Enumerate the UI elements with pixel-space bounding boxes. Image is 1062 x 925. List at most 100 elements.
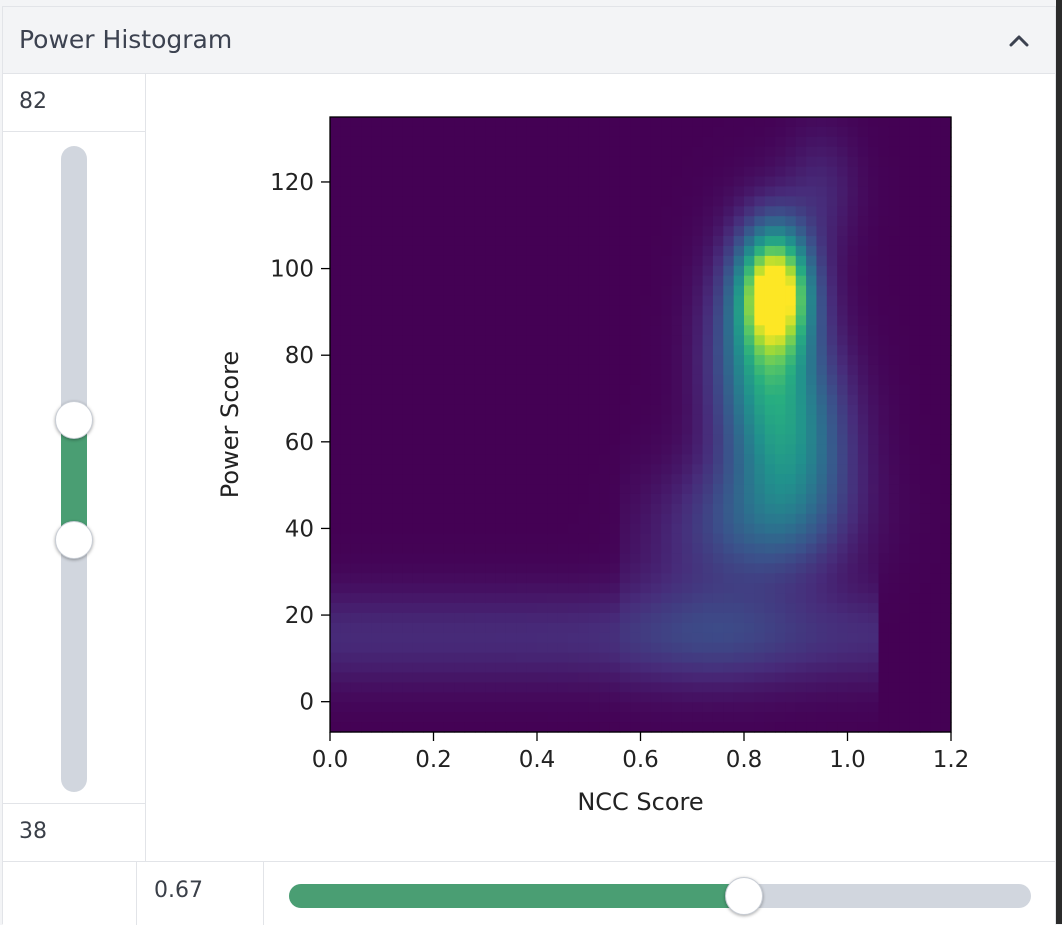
heatmap-cell [371, 682, 383, 693]
heatmap-cell [495, 513, 507, 525]
heatmap-cell [443, 295, 455, 307]
heatmap-cell [661, 295, 673, 307]
heatmap-cell [754, 593, 766, 604]
heatmap-cell [888, 345, 900, 356]
heatmap-cell [723, 255, 735, 267]
heatmap-cell [764, 166, 776, 178]
heatmap-cell [940, 474, 952, 485]
heatmap-cell [350, 414, 362, 426]
heatmap-cell [650, 305, 662, 316]
ncc-threshold-handle[interactable] [725, 877, 763, 915]
heatmap-cell [650, 424, 662, 436]
heatmap-cell [392, 146, 404, 158]
heatmap-cell [495, 176, 507, 188]
heatmap-cell [381, 335, 393, 346]
heatmap-cell [547, 404, 559, 416]
heatmap-cell [754, 722, 766, 733]
heatmap-cell [888, 563, 900, 574]
power-range-lower-handle[interactable] [55, 521, 93, 559]
heatmap-cell [371, 563, 383, 574]
heatmap-cell [433, 632, 445, 644]
heatmap-cell [402, 146, 414, 158]
heatmap-cell [599, 424, 611, 436]
heatmap-cell [630, 245, 642, 257]
heatmap-cell [868, 126, 880, 138]
heatmap-cell [671, 236, 683, 247]
heatmap-cell [454, 186, 466, 197]
heatmap-cell [495, 335, 507, 346]
heatmap-cell [744, 484, 755, 495]
heatmap-cell [650, 444, 662, 455]
heatmap-cell [361, 414, 372, 426]
heatmap-cell [371, 612, 383, 624]
heatmap-cell [609, 136, 621, 148]
heatmap-cell [516, 434, 528, 445]
heatmap-cell [826, 553, 838, 564]
heatmap-cell [464, 543, 476, 555]
heatmap-cell [392, 702, 404, 713]
power-range-upper-handle[interactable] [55, 401, 93, 439]
heatmap-cell [340, 285, 352, 297]
heatmap-cell [723, 117, 735, 128]
heatmap-cell [816, 374, 828, 386]
heatmap-cell [578, 702, 590, 713]
heatmap-cell [516, 186, 528, 197]
heatmap-cell [754, 166, 766, 178]
heatmap-cell [381, 404, 393, 416]
heatmap-cell [609, 533, 621, 545]
ncc-threshold-value[interactable]: 0.67 [137, 862, 264, 925]
heatmap-cell [754, 305, 766, 316]
chevron-up-icon[interactable] [1005, 27, 1033, 55]
heatmap-cell [423, 166, 435, 178]
heatmap-cell [754, 146, 766, 158]
heatmap-cell [609, 275, 621, 287]
heatmap-cell [433, 166, 445, 178]
power-max-value[interactable]: 82 [3, 74, 145, 132]
heatmap-cell [609, 484, 621, 495]
heatmap-cell [350, 146, 362, 158]
heatmap-cell [795, 394, 807, 406]
heatmap-cell [919, 414, 931, 426]
heatmap-cell [692, 216, 704, 227]
heatmap-cell [723, 345, 735, 356]
heatmap-cell [712, 166, 724, 178]
heatmap-cell [940, 216, 952, 227]
heatmap-cell [619, 682, 631, 693]
heatmap-cell [795, 245, 807, 257]
heatmap-cell [733, 553, 745, 564]
heatmap-cell [837, 176, 849, 188]
heatmap-cell [919, 622, 931, 634]
heatmap-cell [474, 573, 486, 584]
heatmap-cell [578, 126, 590, 138]
power-min-value[interactable]: 38 [3, 803, 145, 861]
heatmap-cell [650, 285, 662, 297]
heatmap-cell [350, 394, 362, 406]
heatmap-cell [454, 325, 466, 336]
heatmap-cell [547, 216, 559, 227]
heatmap-cell [402, 424, 414, 436]
heatmap-cell [754, 236, 766, 247]
heatmap-cell [454, 523, 466, 535]
heatmap-cell [464, 117, 476, 128]
heatmap-cell [775, 394, 786, 406]
heatmap-cell [857, 454, 869, 465]
heatmap-cell [516, 642, 528, 654]
heatmap-cell [744, 285, 755, 297]
heatmap-cell [640, 364, 652, 376]
heatmap-cell [671, 315, 683, 326]
heatmap-cell [795, 454, 807, 465]
panel-header[interactable]: Power Histogram [3, 7, 1055, 74]
heatmap-cell [930, 513, 942, 525]
heatmap-cell [826, 394, 838, 406]
heatmap-cell [474, 275, 486, 287]
heatmap-cell [661, 424, 673, 436]
heatmap-cell [516, 702, 528, 713]
heatmap-cell [454, 146, 466, 158]
heatmap-cell [712, 414, 724, 426]
heatmap-cell [495, 275, 507, 287]
heatmap-cell [619, 146, 631, 158]
heatmap-cell [857, 573, 869, 584]
heatmap-cell [754, 285, 766, 297]
heatmap-cell [671, 533, 683, 545]
heatmap-cell [330, 662, 341, 674]
